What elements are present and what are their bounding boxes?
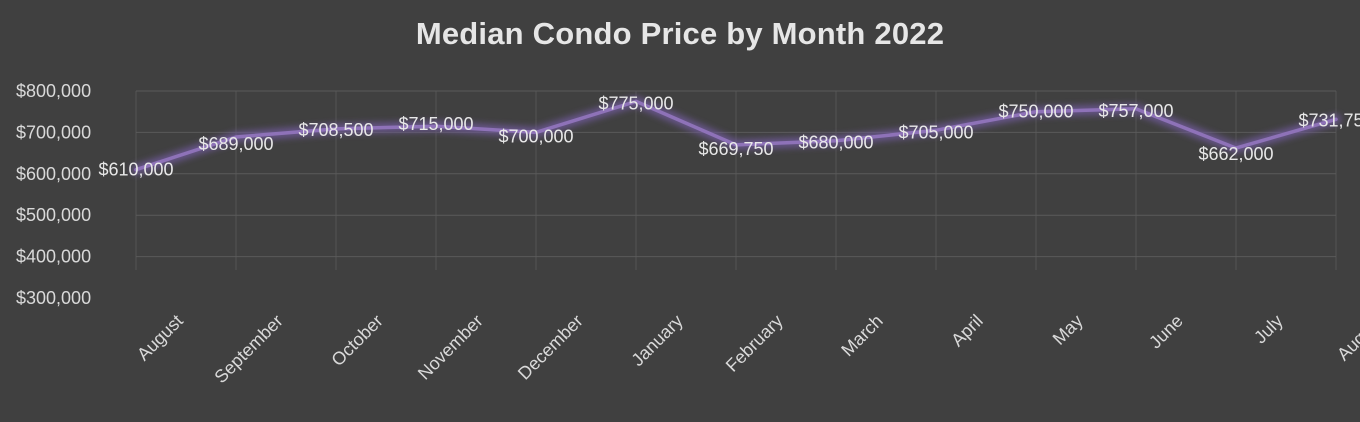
y-tick-label: $800,000 (16, 81, 91, 101)
data-point (1034, 110, 1038, 114)
y-tick-label: $300,000 (16, 288, 91, 308)
data-label: $669,750 (698, 139, 773, 159)
x-tick-label: June (1145, 311, 1187, 353)
data-point (434, 124, 438, 128)
data-label: $680,000 (798, 133, 873, 153)
data-label: $705,000 (898, 122, 973, 142)
data-point (634, 99, 638, 103)
data-point (334, 127, 338, 131)
grid-layer (135, 90, 1337, 270)
y-axis-ticks: $800,000 $700,000 $600,000 $500,000 $400,000… (16, 81, 91, 308)
data-label: $689,000 (198, 134, 273, 154)
x-tick-label: March (837, 311, 887, 361)
x-tick-label: September (210, 311, 286, 387)
data-label: $610,000 (98, 160, 173, 180)
data-label: $662,000 (1198, 144, 1273, 164)
data-label: $775,000 (598, 93, 673, 113)
data-label: $731,750 (1298, 110, 1360, 130)
x-tick-label: October (327, 311, 386, 370)
x-tick-label: November (414, 311, 487, 384)
data-label: $750,000 (998, 102, 1073, 122)
chart-title: Median Condo Price by Month 2022 (415, 16, 945, 51)
data-label: $700,000 (498, 126, 573, 146)
data-point (1334, 117, 1338, 121)
series-layer (131, 96, 1341, 175)
data-point (1134, 107, 1138, 111)
x-tick-label: July (1250, 311, 1287, 348)
y-tick-label: $600,000 (16, 164, 91, 184)
data-label-layer: $610,000 $689,000 $708,500 $715,000 $700,000… (98, 93, 1360, 179)
data-point (134, 168, 138, 172)
x-tick-label: December (514, 311, 587, 384)
data-point (934, 128, 938, 132)
data-point (734, 143, 738, 147)
x-axis-ticks: August September October November December Ja… (133, 311, 1360, 387)
data-point (834, 139, 838, 143)
data-label: $708,500 (298, 120, 373, 140)
x-tick-label: April (947, 311, 987, 351)
x-tick-label: August (133, 311, 187, 365)
data-label: $757,000 (1098, 101, 1173, 121)
data-label: $715,000 (398, 114, 473, 134)
x-tick-label: February (722, 311, 787, 376)
y-tick-label: $400,000 (16, 247, 91, 267)
y-tick-label: $500,000 (16, 205, 91, 225)
data-point (534, 130, 538, 134)
y-tick-label: $700,000 (16, 122, 91, 142)
x-tick-label: January (627, 311, 686, 370)
x-tick-label: August (1333, 311, 1360, 365)
x-tick-label: May (1049, 311, 1087, 349)
data-point (1234, 146, 1238, 150)
data-point (234, 135, 238, 139)
